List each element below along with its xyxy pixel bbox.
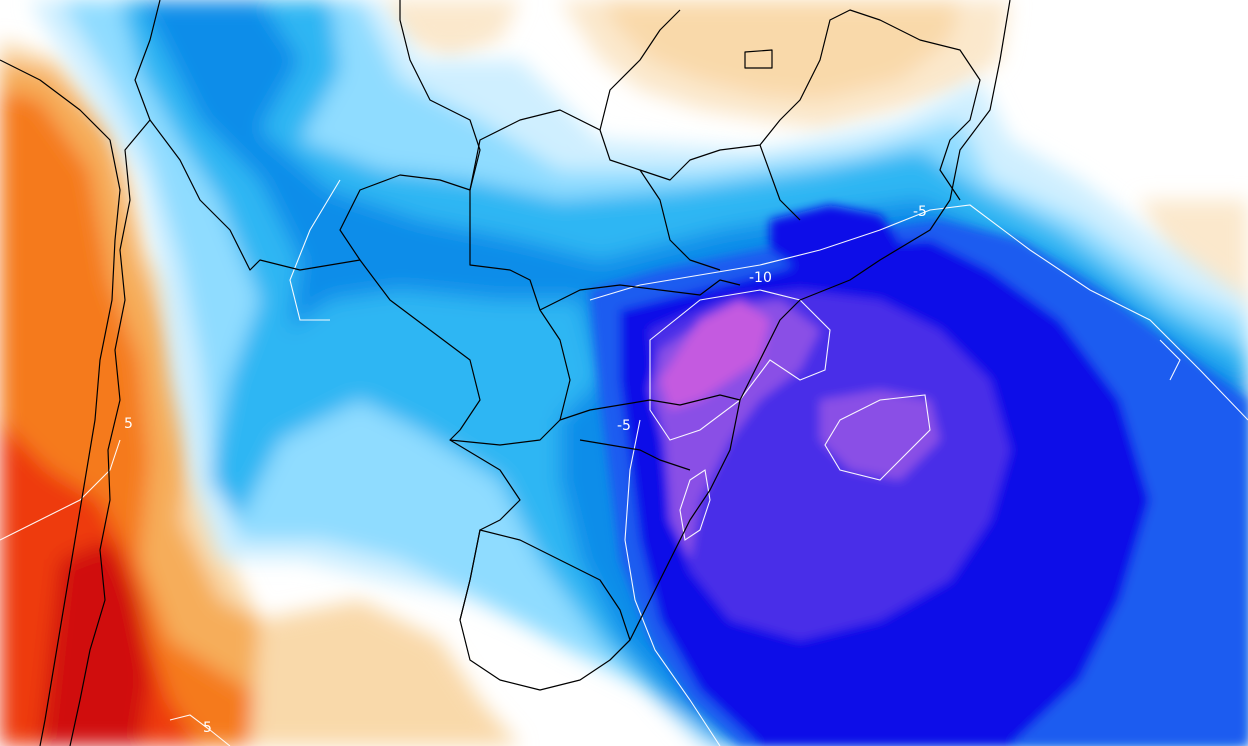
- strong-cold-anomaly-fields: [590, 205, 1248, 746]
- argentina-entre-rios-border: [449, 439, 521, 621]
- chile-argentina-border: [69, 0, 161, 746]
- contour-label-5-south: 5: [203, 720, 212, 736]
- northwest-cream-field: [380, 0, 520, 60]
- isotherm-minus10-coast: [679, 469, 711, 541]
- brazil-state-borders: [539, 9, 801, 471]
- paraguay-border: [359, 190, 571, 446]
- isotherm-minus10-east: [824, 394, 931, 481]
- chile-coastline: [0, 59, 121, 746]
- brazil-interior-borders: [469, 9, 981, 201]
- isotherm-minus5-main: [589, 204, 1248, 421]
- north-orange-field: [600, 0, 960, 100]
- contour-label-minus5-north: -5: [913, 204, 927, 220]
- west-deep-red-field: [40, 540, 150, 746]
- isotherm-minus5-west: [289, 179, 341, 321]
- small-box-outline: [744, 49, 773, 69]
- isotherm-zero-east: [1159, 339, 1181, 381]
- brazil-atlantic-coast: [609, 0, 1011, 661]
- isotherm-5-south: [169, 714, 231, 746]
- isotherm-5-west: [0, 439, 121, 541]
- contour-label-minus5-coast: -5: [617, 418, 631, 434]
- magenta-field: [660, 300, 770, 410]
- isotherm-minus10-north: [649, 289, 831, 441]
- contour-labels: 5 5 -5 -10 -5: [124, 204, 927, 736]
- contour-label-minus10: -10: [749, 270, 772, 286]
- uruguay-border: [459, 529, 631, 691]
- deep-blue-north-field: [770, 205, 900, 270]
- political-borders: [0, 0, 1011, 746]
- isotherm-contours: [0, 179, 1248, 746]
- bolivia-border: [149, 0, 481, 271]
- contour-label-5-west: 5: [124, 416, 133, 432]
- south-cream-field: [250, 600, 520, 746]
- isotherm-minus5-south: [624, 419, 721, 746]
